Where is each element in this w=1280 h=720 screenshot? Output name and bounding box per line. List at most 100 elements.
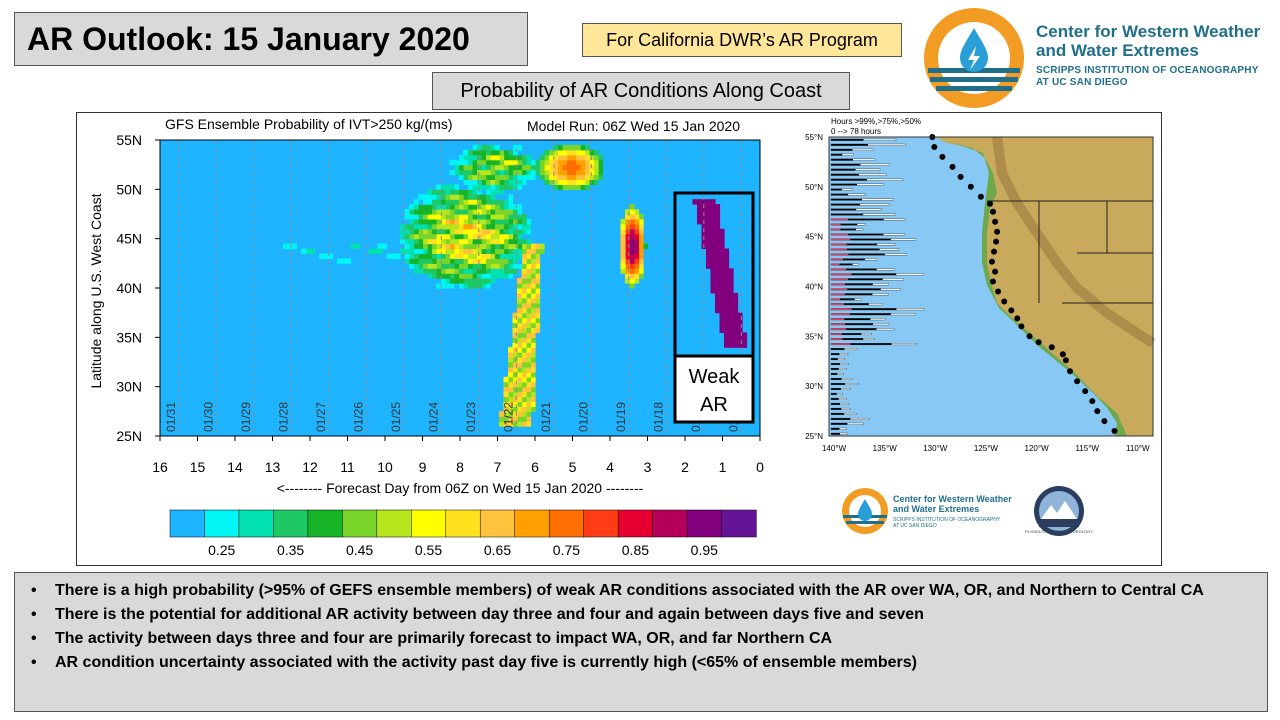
heatmap-cell: [454, 253, 460, 259]
heatmap-cell: [530, 258, 536, 264]
org-sub-line1: SCRIPPS INSTITUTION OF OCEANOGRAPHY: [1036, 65, 1259, 76]
coast-point: [1111, 428, 1118, 434]
heatmap-cell: [490, 238, 496, 245]
plymouth-state-logo-icon: [1034, 486, 1084, 536]
hours-bar-75: [831, 348, 845, 350]
heatmap-cell: [598, 174, 604, 180]
heatmap-cell: [535, 327, 541, 333]
coast-point: [1074, 378, 1081, 385]
heatmap-cell: [490, 273, 496, 279]
heatmap-cell: [445, 214, 451, 220]
heatmap-cell: [562, 154, 568, 161]
heatmap-cell: [440, 204, 446, 210]
heatmap-cell: [445, 263, 451, 269]
hours-bar-99: [831, 313, 851, 315]
hours-bar-75: [831, 193, 849, 196]
heatmap-cell: [449, 283, 455, 289]
heatmap-cell: [512, 233, 518, 240]
heatmap-cell: [481, 263, 487, 269]
heatmap-cell: [472, 243, 478, 250]
heatmap-x-tick-label: 7: [494, 459, 502, 475]
heatmap-cell: [521, 283, 527, 289]
heatmap-cell: [427, 253, 433, 259]
heatmap-cell: [413, 218, 419, 225]
heatmap-cell: [503, 376, 509, 383]
coast-point: [992, 218, 999, 225]
hours-bar-75: [831, 228, 856, 231]
heatmap-cell: [427, 209, 433, 215]
heatmap-cell: [454, 223, 460, 230]
heatmap-cell: [544, 169, 550, 176]
heatmap-cell: [517, 164, 523, 171]
heatmap-cell: [634, 243, 640, 250]
heatmap-cell: [521, 332, 527, 338]
heatmap-cell: [512, 209, 518, 215]
heatmap-cell: [521, 312, 527, 319]
heatmap-date-label: 01/22: [501, 402, 515, 432]
heatmap-cell: [445, 218, 451, 225]
heatmap-cell: [566, 174, 572, 180]
heatmap-cell: [431, 238, 437, 245]
heatmap-cell: [436, 248, 442, 254]
heatmap-cell: [517, 411, 523, 417]
heatmap-cell: [485, 164, 491, 171]
colorbar-swatch: [169, 509, 206, 538]
heatmap-cell: [535, 273, 541, 279]
hours-bar-75: [831, 423, 848, 425]
heatmap-cell: [715, 283, 721, 289]
heatmap-cell: [472, 228, 478, 235]
heatmap-cell: [719, 238, 725, 245]
heatmap-cell: [728, 273, 734, 279]
heatmap-cell: [724, 312, 730, 319]
colorbar-swatch: [617, 509, 654, 538]
heatmap-cell: [472, 233, 478, 240]
heatmap-cell: [431, 218, 437, 225]
heatmap-cell: [440, 263, 446, 269]
heatmap-cell: [521, 337, 527, 343]
heatmap-cell: [517, 253, 523, 259]
heatmap-cell: [517, 218, 523, 225]
heatmap-cell: [494, 169, 500, 176]
heatmap-cell: [413, 214, 419, 220]
heatmap-cell: [575, 179, 581, 185]
heatmap-cell: [724, 253, 730, 259]
heatmap-cell: [454, 154, 460, 161]
heatmap-cell: [404, 253, 410, 259]
heatmap-cell: [517, 243, 523, 250]
heatmap-cell: [575, 159, 581, 166]
heatmap-cell: [418, 248, 424, 254]
heatmap-cell: [710, 218, 716, 225]
heatmap-cell: [422, 199, 428, 205]
heatmap-cell: [499, 228, 505, 235]
heatmap-cell: [490, 278, 496, 284]
heatmap-cell: [485, 233, 491, 240]
heatmap-cell: [620, 248, 626, 254]
heatmap-cell: [458, 228, 464, 235]
heatmap-cell: [544, 174, 550, 180]
heatmap-cell: [490, 194, 496, 200]
heatmap-cell: [589, 159, 595, 166]
heatmap-cell: [485, 278, 491, 284]
heatmap-cell: [634, 214, 640, 220]
heatmap-cell: [715, 253, 721, 259]
heatmap-cell: [553, 164, 559, 171]
heatmap-cell: [733, 307, 739, 314]
heatmap-cell: [458, 258, 464, 264]
heatmap-cell: [508, 366, 514, 373]
heatmap-cell: [548, 159, 554, 166]
heatmap-cell: [499, 169, 505, 176]
heatmap-cell: [530, 307, 536, 314]
heatmap-cell: [715, 268, 721, 274]
heatmap-cell: [521, 214, 527, 220]
heatmap-cell: [710, 238, 716, 245]
heatmap-cell: [499, 199, 505, 205]
heatmap-cell: [449, 238, 455, 245]
heatmap-cell: [517, 416, 523, 422]
heatmap-cell: [485, 194, 491, 200]
heatmap-cell: [629, 283, 635, 289]
heatmap-cell: [571, 144, 577, 151]
heatmap-cell: [517, 386, 523, 393]
heatmap-cell: [706, 223, 712, 230]
heatmap-cell: [733, 332, 739, 338]
heatmap-cell: [715, 204, 721, 210]
